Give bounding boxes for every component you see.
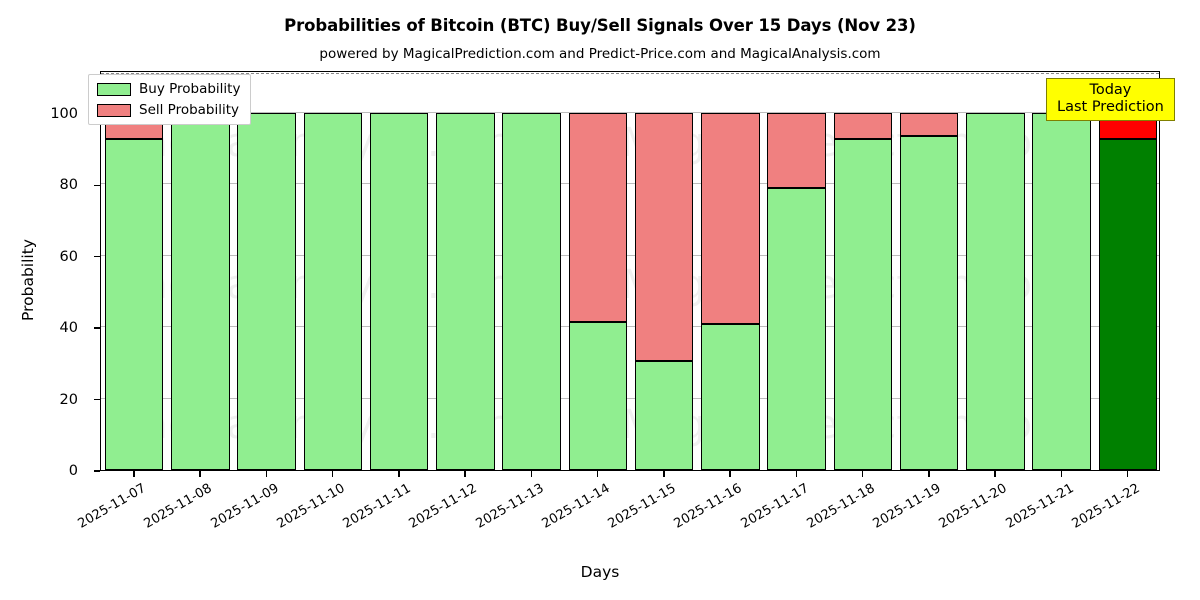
bar-2025-11-07[interactable]	[104, 112, 164, 470]
chart-legend: Buy Probability Sell Probability	[88, 74, 252, 125]
bar-2025-11-13[interactable]	[502, 112, 561, 470]
bar-series	[101, 72, 1159, 470]
bar-2025-11-15[interactable]	[634, 112, 694, 470]
x-tick-mark	[265, 471, 268, 477]
x-tick-mark	[398, 471, 400, 477]
x-tick-mark	[729, 471, 731, 477]
y-tick-label: 40	[59, 320, 78, 337]
bar-segment-buy	[966, 112, 1025, 470]
bar-segment-buy	[104, 138, 164, 470]
gridline	[101, 183, 1159, 185]
legend-swatch-icon	[97, 103, 131, 117]
x-tick-mark	[795, 471, 798, 477]
bar-segment-buy	[369, 112, 429, 470]
bar-2025-11-11[interactable]	[369, 112, 429, 470]
bar-2025-11-10[interactable]	[303, 112, 363, 470]
y-tick-mark	[94, 470, 100, 472]
today-annotation: Today Last Prediction	[1046, 78, 1175, 122]
x-tick-mark	[663, 471, 665, 477]
y-tick-label: 60	[59, 248, 78, 265]
legend-item[interactable]: Sell Probability	[97, 102, 240, 118]
x-tick-mark	[133, 471, 135, 477]
y-tick-mark	[94, 327, 100, 329]
bar-segment-buy	[502, 112, 561, 470]
bar-segment-buy	[767, 187, 826, 470]
bar-2025-11-09[interactable]	[237, 112, 296, 470]
bar-segment-buy	[833, 138, 893, 470]
today-annotation-line1: Today	[1089, 82, 1132, 98]
bar-2025-11-20[interactable]	[966, 112, 1025, 470]
bar-segment-buy	[171, 112, 230, 470]
bar-segment-sell	[899, 112, 959, 136]
gridline	[101, 326, 1159, 328]
x-tick-mark	[199, 471, 201, 477]
y-tick-label: 20	[59, 391, 78, 408]
bar-segment-sell	[833, 112, 893, 139]
x-tick-mark	[1060, 471, 1063, 477]
bar-segment-buy	[634, 361, 694, 470]
bar-segment-sell	[701, 112, 760, 324]
chart-title: Probabilities of Bitcoin (BTC) Buy/Sell …	[284, 16, 916, 35]
bar-2025-11-18[interactable]	[833, 112, 893, 470]
y-tick-mark	[94, 398, 100, 401]
x-tick-mark	[1126, 471, 1129, 477]
bar-2025-11-12[interactable]	[436, 112, 495, 470]
bar-segment-buy	[1032, 112, 1091, 470]
x-axis-label: Days	[580, 563, 620, 581]
bar-segment-buy	[568, 321, 628, 470]
bar-segment-buy	[237, 112, 296, 470]
bar-segment-sell	[634, 112, 694, 362]
bar-segment-buy	[1098, 138, 1158, 470]
legend-label: Buy Probability	[139, 81, 241, 97]
bar-2025-11-14[interactable]	[568, 112, 628, 470]
legend-swatch-icon	[97, 82, 131, 96]
y-tick-mark	[94, 256, 100, 258]
reference-line-dash	[101, 72, 1159, 74]
x-tick-mark	[861, 471, 864, 477]
legend-label: Sell Probability	[139, 102, 240, 118]
bar-segment-buy	[899, 135, 959, 470]
y-tick-label: 100	[50, 105, 78, 122]
y-tick-mark	[94, 184, 100, 186]
y-axis-label: Probability	[19, 239, 37, 321]
bar-2025-11-08[interactable]	[171, 112, 230, 470]
chart-subtitle: powered by MagicalPrediction.com and Pre…	[319, 46, 881, 62]
bar-segment-buy	[303, 112, 363, 470]
bar-2025-11-19[interactable]	[899, 112, 959, 470]
bar-segment-sell	[568, 112, 628, 322]
plot-area: MagicalAnalysis.com MagicalPrediction.co…	[100, 71, 1160, 471]
bar-segment-sell	[767, 112, 826, 188]
x-tick-mark	[596, 471, 599, 477]
bar-2025-11-17[interactable]	[767, 112, 826, 470]
y-tick-label: 0	[68, 463, 78, 479]
x-tick-mark	[530, 471, 533, 477]
legend-item[interactable]: Buy Probability	[97, 81, 240, 97]
bar-2025-11-16[interactable]	[701, 112, 760, 470]
gridline	[101, 397, 1159, 399]
bar-2025-11-21[interactable]	[1032, 112, 1091, 470]
x-tick-mark	[464, 471, 466, 477]
bar-2025-11-22[interactable]	[1098, 112, 1158, 470]
x-tick-mark	[331, 471, 334, 477]
today-annotation-line2: Last Prediction	[1057, 99, 1164, 116]
x-tick-mark	[928, 471, 930, 477]
bar-segment-buy	[701, 323, 760, 470]
y-tick-label: 80	[59, 177, 78, 194]
gridline	[101, 254, 1159, 256]
gridline	[101, 111, 1159, 113]
bar-segment-buy	[436, 112, 495, 470]
x-tick-mark	[994, 471, 996, 477]
